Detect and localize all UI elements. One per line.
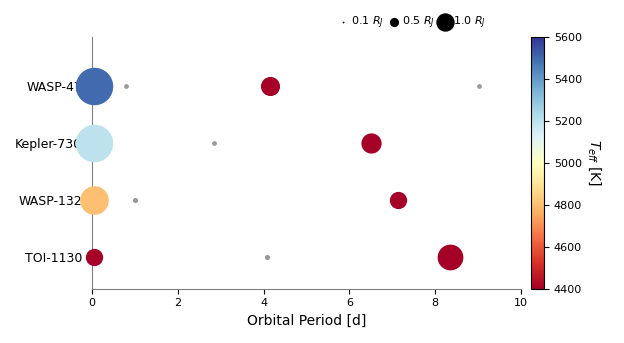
Point [89, 83, 99, 88]
X-axis label: Orbital Period [d]: Orbital Period [d] [246, 314, 366, 328]
Point [121, 83, 131, 88]
Point [446, 255, 456, 260]
Point [474, 83, 484, 88]
Point [393, 197, 403, 203]
Legend: 0.1 $R_J$, 0.5 $R_J$, 1.0 $R_J$: 0.1 $R_J$, 0.5 $R_J$, 1.0 $R_J$ [338, 15, 485, 32]
Point [130, 197, 140, 203]
Point [89, 140, 99, 145]
Point [261, 255, 271, 260]
Point [209, 140, 219, 145]
Point [89, 197, 99, 203]
Point [366, 140, 376, 145]
Point [89, 255, 99, 260]
Y-axis label: $T_{eff}$ [K]: $T_{eff}$ [K] [586, 139, 603, 186]
Point [265, 83, 275, 88]
